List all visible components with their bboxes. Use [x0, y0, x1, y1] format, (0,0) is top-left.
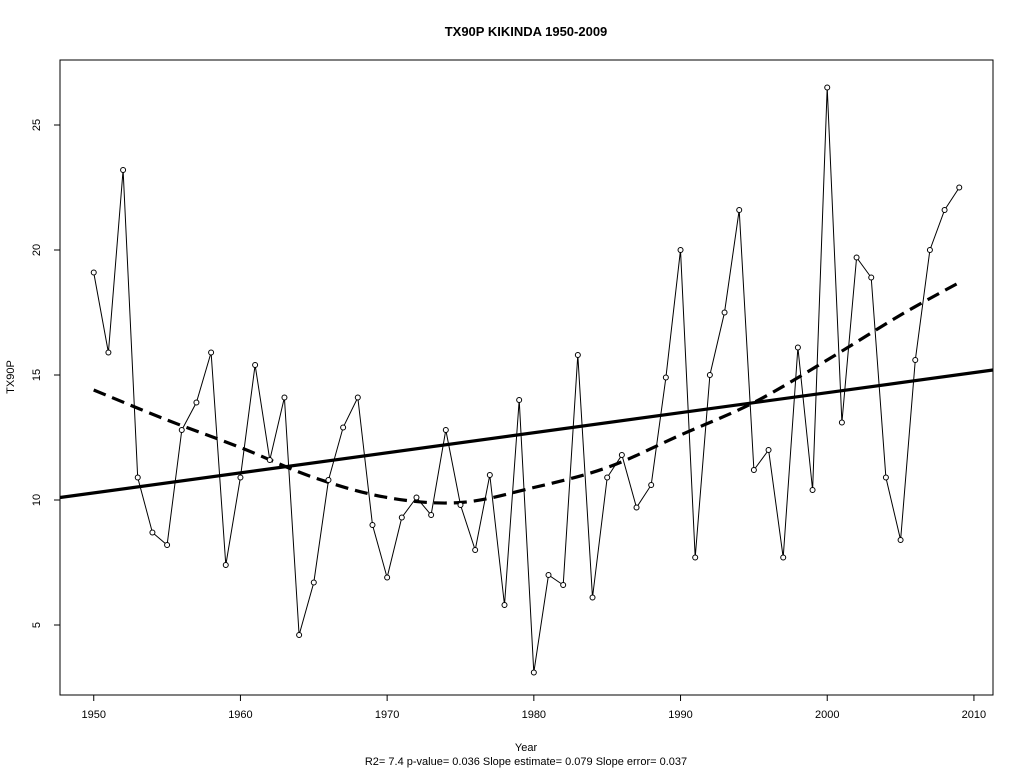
- data-point: [120, 167, 127, 173]
- x-tick-label: 2000: [815, 709, 839, 721]
- data-point: [750, 467, 757, 473]
- data-point: [692, 554, 699, 561]
- series-trend-line: [59, 368, 994, 500]
- x-tick-label: 1980: [522, 709, 546, 721]
- data-point: [706, 372, 713, 378]
- data-point: [560, 582, 567, 588]
- data-point: [486, 472, 493, 478]
- series-smooth-line: [93, 281, 961, 505]
- data-point: [780, 554, 787, 561]
- data-point: [530, 669, 537, 676]
- y-tick-label: 20: [31, 244, 43, 256]
- x-tick-label: 1970: [375, 709, 399, 721]
- plot-frame: [59, 59, 994, 696]
- data-point: [765, 447, 772, 453]
- data-point: [472, 547, 479, 553]
- data-point: [824, 84, 831, 91]
- data-point: [574, 352, 581, 358]
- data-point: [149, 529, 156, 536]
- data-point: [398, 514, 405, 521]
- y-tick-label: 25: [31, 119, 43, 131]
- data-point: [677, 247, 684, 253]
- chart-title: TX90P KIKINDA 1950-2009: [445, 24, 608, 39]
- data-point: [926, 247, 933, 253]
- data-point: [340, 424, 347, 431]
- data-point: [310, 579, 317, 586]
- data-point: [736, 207, 743, 213]
- data-point: [178, 427, 185, 433]
- y-tick-label: 5: [31, 622, 43, 628]
- data-point: [838, 419, 845, 426]
- x-tick-label: 1990: [668, 709, 692, 721]
- data-point: [941, 207, 948, 213]
- data-point: [413, 494, 420, 501]
- data-point: [266, 457, 273, 463]
- data-point: [633, 504, 640, 511]
- data-point: [252, 362, 259, 368]
- data-point: [369, 522, 376, 528]
- data-point: [222, 562, 229, 568]
- y-axis-title: TX90P: [5, 360, 17, 394]
- data-point: [648, 482, 655, 488]
- data-point: [501, 602, 508, 608]
- series-points: [90, 84, 963, 676]
- data-point: [604, 474, 611, 481]
- data-point: [428, 512, 435, 518]
- data-point: [384, 574, 391, 581]
- data-point: [457, 502, 464, 508]
- data-point: [809, 487, 816, 493]
- y-tick-label: 15: [31, 369, 43, 381]
- data-point: [134, 474, 141, 481]
- y-axis: 5 10 15 20 25: [31, 119, 61, 628]
- series-lines: [59, 87, 994, 673]
- data-point: [794, 344, 801, 351]
- data-point: [90, 269, 97, 276]
- data-point: [208, 349, 215, 356]
- data-point: [662, 374, 669, 381]
- stats-caption: R2= 7.4 p-value= 0.036 Slope estimate= 0…: [365, 756, 687, 768]
- x-axis-title: Year: [515, 742, 538, 754]
- x-tick-label: 1950: [81, 709, 105, 721]
- data-point: [853, 254, 860, 261]
- data-point: [721, 309, 728, 316]
- x-tick-label: 2010: [962, 709, 986, 721]
- data-point: [868, 274, 875, 281]
- data-point: [105, 349, 112, 356]
- series-observed-line: [93, 87, 960, 673]
- data-point: [956, 184, 963, 191]
- data-point: [589, 594, 596, 601]
- data-point: [897, 537, 904, 543]
- y-tick-label: 10: [31, 494, 43, 506]
- data-point: [354, 394, 361, 401]
- data-point: [882, 474, 889, 481]
- data-point: [516, 397, 523, 403]
- data-point: [193, 399, 200, 406]
- data-point: [545, 572, 552, 578]
- data-point: [325, 477, 332, 483]
- data-point: [237, 474, 244, 481]
- data-point: [618, 452, 625, 458]
- data-point: [442, 427, 449, 433]
- x-tick-label: 1960: [228, 709, 252, 721]
- data-point: [281, 394, 288, 401]
- data-point: [164, 542, 171, 548]
- data-point: [296, 632, 303, 638]
- data-point: [912, 357, 919, 363]
- x-axis: 1950 1960 1970 1980 1990 2000 2010: [81, 694, 986, 721]
